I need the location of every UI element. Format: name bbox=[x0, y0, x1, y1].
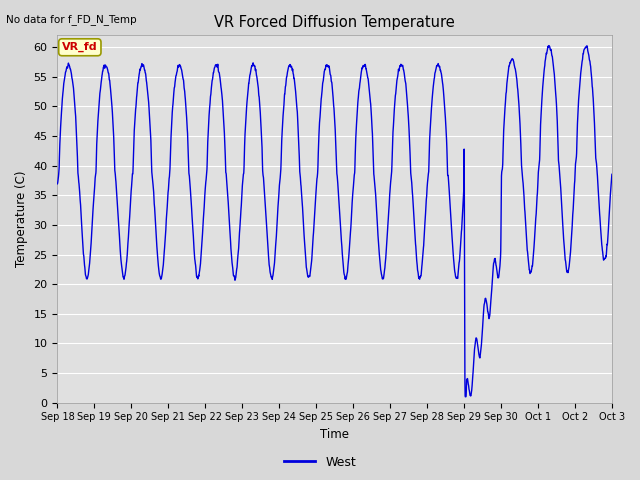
Legend: West: West bbox=[279, 451, 361, 474]
Y-axis label: Temperature (C): Temperature (C) bbox=[15, 171, 28, 267]
X-axis label: Time: Time bbox=[320, 428, 349, 441]
Title: VR Forced Diffusion Temperature: VR Forced Diffusion Temperature bbox=[214, 15, 455, 30]
Text: No data for f_FD_N_Temp: No data for f_FD_N_Temp bbox=[6, 14, 137, 25]
Text: VR_fd: VR_fd bbox=[62, 42, 98, 52]
